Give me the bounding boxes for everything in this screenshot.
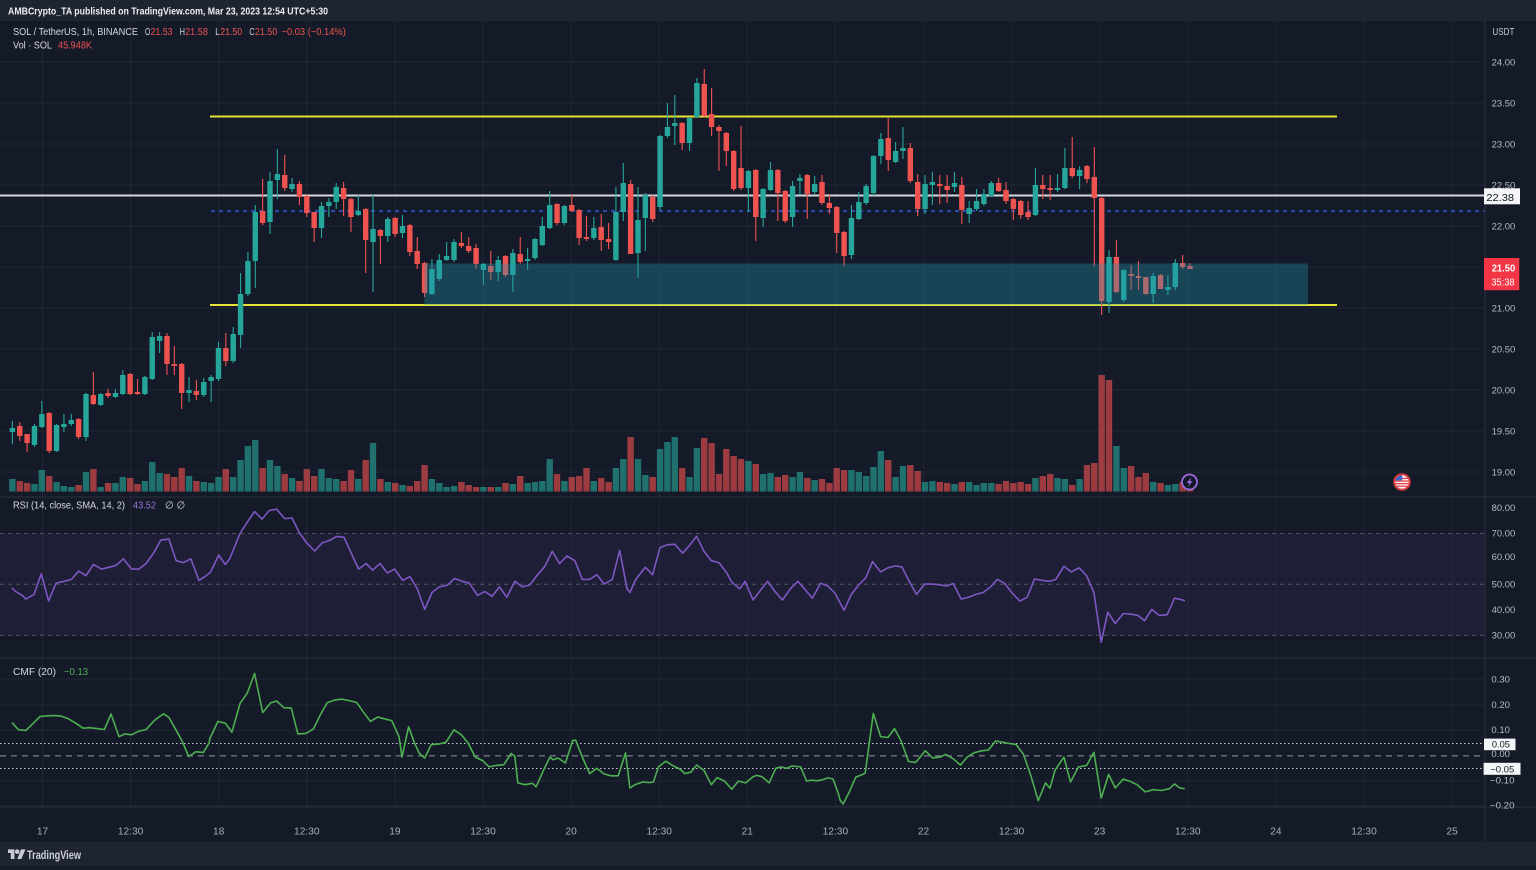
svg-text:35:38: 35:38 xyxy=(1491,278,1514,289)
svg-text:19: 19 xyxy=(389,827,401,838)
svg-text:22.38: 22.38 xyxy=(1486,192,1514,204)
svg-text:19.00: 19.00 xyxy=(1492,467,1516,477)
svg-text:L: L xyxy=(215,27,220,38)
svg-text:12:30: 12:30 xyxy=(646,827,672,838)
svg-text:20.00: 20.00 xyxy=(1492,385,1516,395)
svg-text:−0.10: −0.10 xyxy=(1490,776,1515,786)
svg-text:USDT: USDT xyxy=(1492,27,1514,38)
svg-text:21.50: 21.50 xyxy=(255,27,278,38)
svg-text:22: 22 xyxy=(918,827,930,838)
svg-text:12:30: 12:30 xyxy=(823,827,849,838)
svg-text:21.00: 21.00 xyxy=(1492,303,1516,313)
svg-text:18: 18 xyxy=(213,827,225,838)
svg-text:23.50: 23.50 xyxy=(1492,98,1516,108)
svg-text:0.30: 0.30 xyxy=(1491,674,1510,684)
svg-text:17: 17 xyxy=(37,827,49,838)
svg-text:23.00: 23.00 xyxy=(1492,139,1516,149)
svg-text:0.05: 0.05 xyxy=(1492,740,1510,750)
svg-text:70.00: 70.00 xyxy=(1492,529,1516,539)
svg-text:24.00: 24.00 xyxy=(1492,57,1516,67)
svg-text:RSI (14, close, SMA, 14, 2): RSI (14, close, SMA, 14, 2) xyxy=(13,501,125,512)
svg-text:12:30: 12:30 xyxy=(1351,827,1377,838)
svg-text:60.00: 60.00 xyxy=(1492,552,1516,562)
svg-text:Vol · SOL: Vol · SOL xyxy=(13,41,52,52)
svg-text:12:30: 12:30 xyxy=(294,827,320,838)
svg-text:12:30: 12:30 xyxy=(118,827,144,838)
svg-text:CMF (20): CMF (20) xyxy=(13,667,56,678)
svg-text:−0.13: −0.13 xyxy=(64,667,88,678)
svg-text:C: C xyxy=(249,27,254,38)
svg-text:24: 24 xyxy=(1270,827,1282,838)
svg-text:45.948K: 45.948K xyxy=(58,41,92,52)
svg-text:19.50: 19.50 xyxy=(1492,426,1516,436)
svg-text:21.50: 21.50 xyxy=(220,27,242,38)
svg-text:0.00: 0.00 xyxy=(1491,749,1510,759)
svg-text:23: 23 xyxy=(1094,827,1106,838)
svg-text:20: 20 xyxy=(565,827,577,838)
svg-text:O: O xyxy=(145,27,150,38)
svg-text:43.52: 43.52 xyxy=(133,501,156,512)
svg-text:25: 25 xyxy=(1446,827,1458,838)
svg-text:∅ ∅: ∅ ∅ xyxy=(165,501,185,512)
svg-text:20.50: 20.50 xyxy=(1492,344,1516,354)
svg-text:0.10: 0.10 xyxy=(1491,725,1510,735)
svg-text:H: H xyxy=(180,27,185,38)
svg-text:21.50: 21.50 xyxy=(1492,263,1516,274)
svg-text:−0.05: −0.05 xyxy=(1490,764,1514,774)
svg-text:12:30: 12:30 xyxy=(470,827,496,838)
svg-text:50.00: 50.00 xyxy=(1492,580,1516,590)
svg-text:SOL / TetherUS, 1h, BINANCE: SOL / TetherUS, 1h, BINANCE xyxy=(13,27,138,38)
svg-text:80.00: 80.00 xyxy=(1492,503,1516,513)
svg-text:12:30: 12:30 xyxy=(1175,827,1201,838)
svg-text:−0.20: −0.20 xyxy=(1490,801,1515,811)
svg-text:21: 21 xyxy=(742,827,754,838)
svg-text:22.00: 22.00 xyxy=(1492,221,1516,231)
svg-text:21.58: 21.58 xyxy=(185,27,208,38)
svg-text:TradingView: TradingView xyxy=(27,850,81,862)
svg-text:22.50: 22.50 xyxy=(1492,180,1516,190)
svg-text:AMBCrypto_TA published on Trad: AMBCrypto_TA published on TradingView.co… xyxy=(8,6,328,18)
svg-text:40.00: 40.00 xyxy=(1492,605,1516,615)
svg-text:12:30: 12:30 xyxy=(999,827,1025,838)
svg-text:0.20: 0.20 xyxy=(1491,700,1510,710)
svg-text:21.53: 21.53 xyxy=(151,27,173,38)
svg-text:30.00: 30.00 xyxy=(1492,631,1516,641)
svg-text:−0.03 (−0.14%): −0.03 (−0.14%) xyxy=(282,27,346,38)
